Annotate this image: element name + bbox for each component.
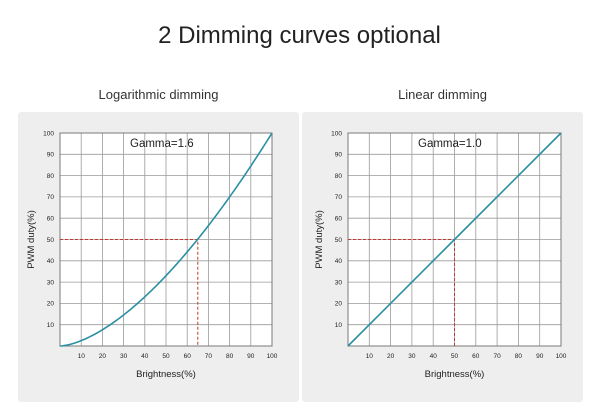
y-tick-label: 70 xyxy=(335,194,343,201)
y-tick-label: 10 xyxy=(47,322,55,329)
gamma-annotation: Gamma=1.6 xyxy=(130,138,194,150)
y-tick-label: 60 xyxy=(47,216,55,223)
y-tick-label: 50 xyxy=(335,237,343,244)
gamma-annotation: Gamma=1.0 xyxy=(418,138,482,150)
x-tick-label: 10 xyxy=(366,353,374,360)
y-tick-label: 100 xyxy=(43,130,54,137)
y-tick-label: 40 xyxy=(47,258,55,265)
x-tick-label: 90 xyxy=(247,353,255,360)
x-tick-label: 70 xyxy=(205,353,213,360)
x-tick-label: 60 xyxy=(472,353,480,360)
y-tick-label: 40 xyxy=(335,258,343,265)
x-tick-label: 50 xyxy=(451,353,459,360)
y-tick-label: 80 xyxy=(335,173,343,180)
y-tick-label: 100 xyxy=(331,130,342,137)
x-axis-label: Brightness(%) xyxy=(136,369,196,380)
x-tick-label: 10 xyxy=(78,353,86,360)
x-tick-label: 60 xyxy=(184,353,192,360)
x-tick-label: 90 xyxy=(536,353,544,360)
x-tick-label: 50 xyxy=(162,353,170,360)
page-title: 2 Dimming curves optional xyxy=(158,22,441,49)
x-tick-label: 70 xyxy=(493,353,501,360)
y-axis-label: PWM duty(%) xyxy=(26,210,37,269)
x-tick-label: 80 xyxy=(515,353,523,360)
x-tick-label: 30 xyxy=(120,353,128,360)
y-tick-label: 80 xyxy=(47,173,55,180)
x-tick-label: 40 xyxy=(141,353,149,360)
x-tick-label: 20 xyxy=(387,353,395,360)
y-tick-label: 70 xyxy=(47,194,55,201)
chart-title-logarithmic: Logarithmic dimming xyxy=(98,87,219,102)
y-tick-label: 30 xyxy=(335,279,343,286)
x-axis-label: Brightness(%) xyxy=(425,369,485,380)
y-tick-label: 30 xyxy=(47,279,55,286)
y-tick-label: 90 xyxy=(335,152,343,159)
y-tick-label: 20 xyxy=(335,301,343,308)
x-tick-label: 100 xyxy=(267,353,278,360)
x-tick-label: 100 xyxy=(556,353,567,360)
y-tick-label: 60 xyxy=(335,216,343,223)
x-tick-label: 30 xyxy=(408,353,416,360)
y-axis-label: PWM duty(%) xyxy=(314,210,325,269)
series-line xyxy=(59,132,273,347)
y-tick-label: 90 xyxy=(47,152,55,159)
x-tick-label: 80 xyxy=(226,353,234,360)
chart-title-linear: Linear dimming xyxy=(398,87,487,102)
x-tick-label: 40 xyxy=(430,353,438,360)
series-line xyxy=(347,132,562,347)
y-tick-label: 50 xyxy=(47,237,55,244)
y-tick-label: 20 xyxy=(47,301,55,308)
y-tick-label: 10 xyxy=(335,322,343,329)
x-tick-label: 20 xyxy=(99,353,107,360)
